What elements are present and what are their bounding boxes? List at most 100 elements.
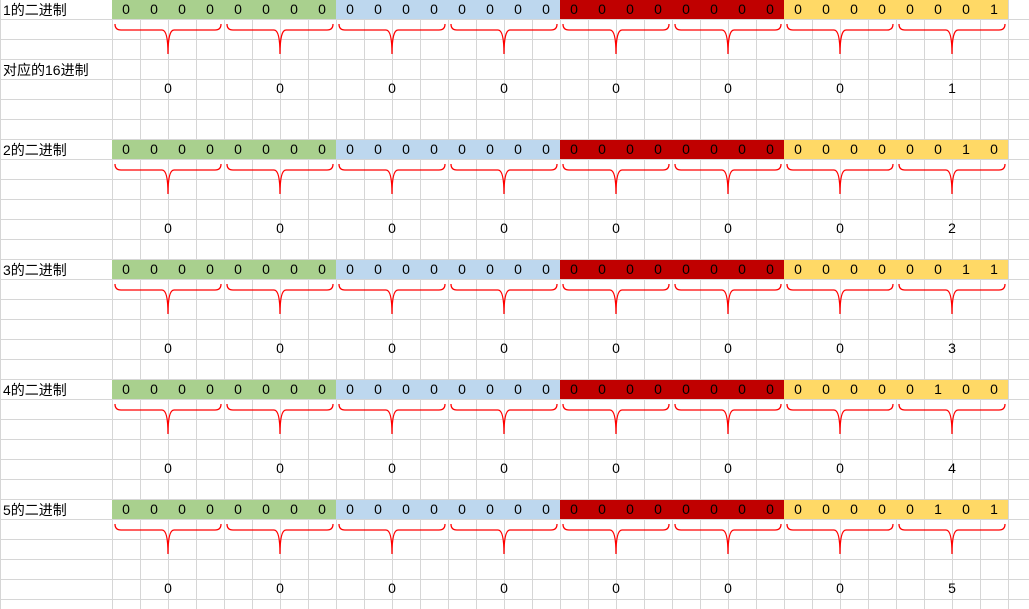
- bit-cell[interactable]: 1: [952, 140, 980, 159]
- bit-cell[interactable]: 0: [952, 0, 980, 19]
- bit-cell[interactable]: 0: [644, 140, 672, 159]
- bit-cell[interactable]: 0: [952, 380, 980, 399]
- bit-cell[interactable]: 0: [336, 0, 364, 19]
- bit-cell[interactable]: 0: [560, 260, 588, 279]
- bit-cell[interactable]: 0: [588, 380, 616, 399]
- bit-cell[interactable]: 0: [560, 380, 588, 399]
- bit-cell[interactable]: 0: [140, 500, 168, 519]
- bit-cell[interactable]: 0: [112, 140, 140, 159]
- bit-cell[interactable]: 0: [812, 140, 840, 159]
- bit-cell[interactable]: 0: [112, 500, 140, 519]
- bit-cell[interactable]: 0: [644, 260, 672, 279]
- bit-cell[interactable]: 0: [728, 140, 756, 159]
- bit-cell[interactable]: 0: [896, 0, 924, 19]
- bit-cell[interactable]: 0: [812, 500, 840, 519]
- bit-cell[interactable]: 0: [336, 380, 364, 399]
- bit-cell[interactable]: 0: [700, 260, 728, 279]
- bit-cell[interactable]: 0: [784, 0, 812, 19]
- bit-cell[interactable]: 0: [840, 140, 868, 159]
- bit-cell[interactable]: 0: [840, 0, 868, 19]
- bit-cell[interactable]: 0: [728, 500, 756, 519]
- bit-cell[interactable]: 0: [588, 260, 616, 279]
- bit-cell[interactable]: 0: [476, 380, 504, 399]
- bit-cell[interactable]: 0: [560, 140, 588, 159]
- bit-cell[interactable]: 0: [168, 380, 196, 399]
- bit-cell[interactable]: 0: [840, 500, 868, 519]
- bit-cell[interactable]: 0: [336, 260, 364, 279]
- bit-cell[interactable]: 0: [364, 140, 392, 159]
- bit-cell[interactable]: 0: [812, 0, 840, 19]
- bit-cell[interactable]: 0: [196, 140, 224, 159]
- bit-cell[interactable]: 0: [504, 140, 532, 159]
- bit-cell[interactable]: 0: [252, 500, 280, 519]
- bit-cell[interactable]: 0: [812, 380, 840, 399]
- bit-cell[interactable]: 0: [476, 140, 504, 159]
- bit-cell[interactable]: 0: [700, 500, 728, 519]
- bit-cell[interactable]: 0: [280, 140, 308, 159]
- bit-cell[interactable]: 0: [756, 380, 784, 399]
- bit-cell[interactable]: 1: [952, 260, 980, 279]
- bit-cell[interactable]: 0: [504, 260, 532, 279]
- bit-cell[interactable]: 0: [560, 0, 588, 19]
- bit-cell[interactable]: 0: [364, 0, 392, 19]
- bit-cell[interactable]: 0: [336, 140, 364, 159]
- bit-cell[interactable]: 1: [924, 500, 952, 519]
- bit-cell[interactable]: 0: [896, 140, 924, 159]
- bit-cell[interactable]: 0: [616, 380, 644, 399]
- bit-cell[interactable]: 0: [588, 0, 616, 19]
- bit-cell[interactable]: 1: [980, 0, 1008, 19]
- bit-cell[interactable]: 0: [784, 500, 812, 519]
- bit-cell[interactable]: 0: [224, 260, 252, 279]
- bit-cell[interactable]: 0: [868, 0, 896, 19]
- bit-cell[interactable]: 0: [896, 380, 924, 399]
- bit-cell[interactable]: 0: [448, 500, 476, 519]
- bit-cell[interactable]: 0: [756, 140, 784, 159]
- bit-cell[interactable]: 1: [924, 380, 952, 399]
- bit-cell[interactable]: 0: [308, 0, 336, 19]
- bit-cell[interactable]: 0: [252, 260, 280, 279]
- bit-cell[interactable]: 0: [504, 380, 532, 399]
- bit-cell[interactable]: 0: [952, 500, 980, 519]
- bit-cell[interactable]: 0: [112, 0, 140, 19]
- bit-cell[interactable]: 0: [672, 380, 700, 399]
- bit-cell[interactable]: 0: [140, 260, 168, 279]
- bit-cell[interactable]: 0: [532, 380, 560, 399]
- bit-cell[interactable]: 0: [588, 500, 616, 519]
- bit-cell[interactable]: 0: [280, 0, 308, 19]
- bit-cell[interactable]: 0: [392, 260, 420, 279]
- bit-cell[interactable]: 0: [980, 140, 1008, 159]
- bit-cell[interactable]: 0: [924, 260, 952, 279]
- bit-cell[interactable]: 0: [420, 260, 448, 279]
- bit-cell[interactable]: 0: [196, 260, 224, 279]
- bit-cell[interactable]: 0: [140, 380, 168, 399]
- bit-cell[interactable]: 0: [448, 140, 476, 159]
- bit-cell[interactable]: 0: [252, 0, 280, 19]
- bit-cell[interactable]: 0: [700, 0, 728, 19]
- bit-cell[interactable]: 0: [616, 260, 644, 279]
- bit-cell[interactable]: 0: [392, 500, 420, 519]
- bit-cell[interactable]: 0: [420, 0, 448, 19]
- bit-cell[interactable]: 0: [616, 500, 644, 519]
- bit-cell[interactable]: 0: [252, 380, 280, 399]
- bit-cell[interactable]: 0: [644, 0, 672, 19]
- bit-cell[interactable]: 1: [980, 500, 1008, 519]
- bit-cell[interactable]: 0: [784, 380, 812, 399]
- bit-cell[interactable]: 0: [532, 500, 560, 519]
- bit-cell[interactable]: 0: [588, 140, 616, 159]
- bit-cell[interactable]: 0: [616, 0, 644, 19]
- bit-cell[interactable]: 0: [728, 260, 756, 279]
- bit-cell[interactable]: 0: [868, 140, 896, 159]
- bit-cell[interactable]: 1: [980, 260, 1008, 279]
- bit-cell[interactable]: 0: [644, 380, 672, 399]
- bit-cell[interactable]: 0: [532, 0, 560, 19]
- bit-cell[interactable]: 0: [140, 140, 168, 159]
- bit-cell[interactable]: 0: [476, 500, 504, 519]
- bit-cell[interactable]: 0: [168, 500, 196, 519]
- bit-cell[interactable]: 0: [112, 260, 140, 279]
- bit-cell[interactable]: 0: [924, 0, 952, 19]
- bit-cell[interactable]: 0: [224, 140, 252, 159]
- bit-cell[interactable]: 0: [840, 260, 868, 279]
- bit-cell[interactable]: 0: [448, 0, 476, 19]
- bit-cell[interactable]: 0: [868, 260, 896, 279]
- bit-cell[interactable]: 0: [392, 0, 420, 19]
